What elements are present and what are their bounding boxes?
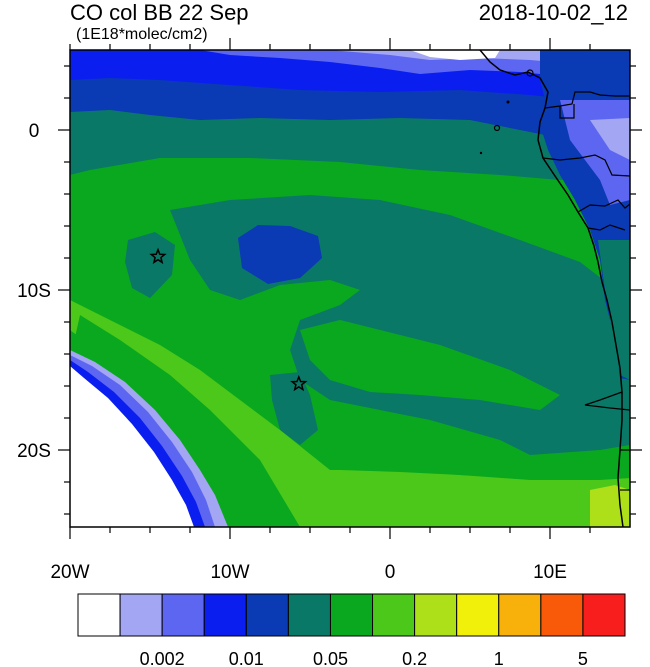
concentration-field <box>70 50 630 527</box>
colorbar-label: 0.05 <box>313 649 348 667</box>
map-title: CO col BB 22 Sep <box>70 0 249 25</box>
x-tick-label: 0 <box>385 562 396 583</box>
x-tick-label: 10E <box>533 562 567 583</box>
y-tick-label: 0 <box>29 121 40 142</box>
colorbar-swatch <box>582 593 626 637</box>
colorbar-swatch <box>203 593 247 637</box>
y-tick-label: 10S <box>17 281 51 302</box>
colorbar-label: 0.2 <box>402 649 427 667</box>
site-markers <box>149 247 308 392</box>
colorbar-swatch <box>498 593 542 637</box>
x-tick-label: 10W <box>210 562 249 583</box>
colorbar-swatch <box>329 593 374 637</box>
x-tick-label: 20W <box>50 562 89 583</box>
colorbar-swatch <box>372 593 416 637</box>
colorbar-label: 0.01 <box>229 649 264 667</box>
colorbar-swatch <box>540 593 584 637</box>
colorbar-label: 5 <box>578 649 588 667</box>
colorbar-swatch <box>287 593 331 637</box>
axis-ticks <box>58 38 642 539</box>
datetime-label: 2018-10-02_12 <box>478 0 628 25</box>
star-marker <box>149 247 167 265</box>
star-marker <box>290 374 308 392</box>
colorbar-swatch <box>456 593 500 637</box>
colorbar-swatch <box>161 593 205 637</box>
colorbar-swatch <box>77 593 121 637</box>
colorbar-swatch <box>414 593 458 637</box>
units-label: (1E18*molec/cm2) <box>76 26 208 43</box>
colorbar-label: 1 <box>494 649 504 667</box>
colorbar: 0.002 0.01 0.05 0.2 1 5 <box>77 593 626 667</box>
colorbar-label: 0.002 <box>140 649 185 667</box>
colorbar-swatch <box>245 593 289 637</box>
y-tick-label: 20S <box>17 441 51 462</box>
colorbar-swatch <box>119 593 163 637</box>
